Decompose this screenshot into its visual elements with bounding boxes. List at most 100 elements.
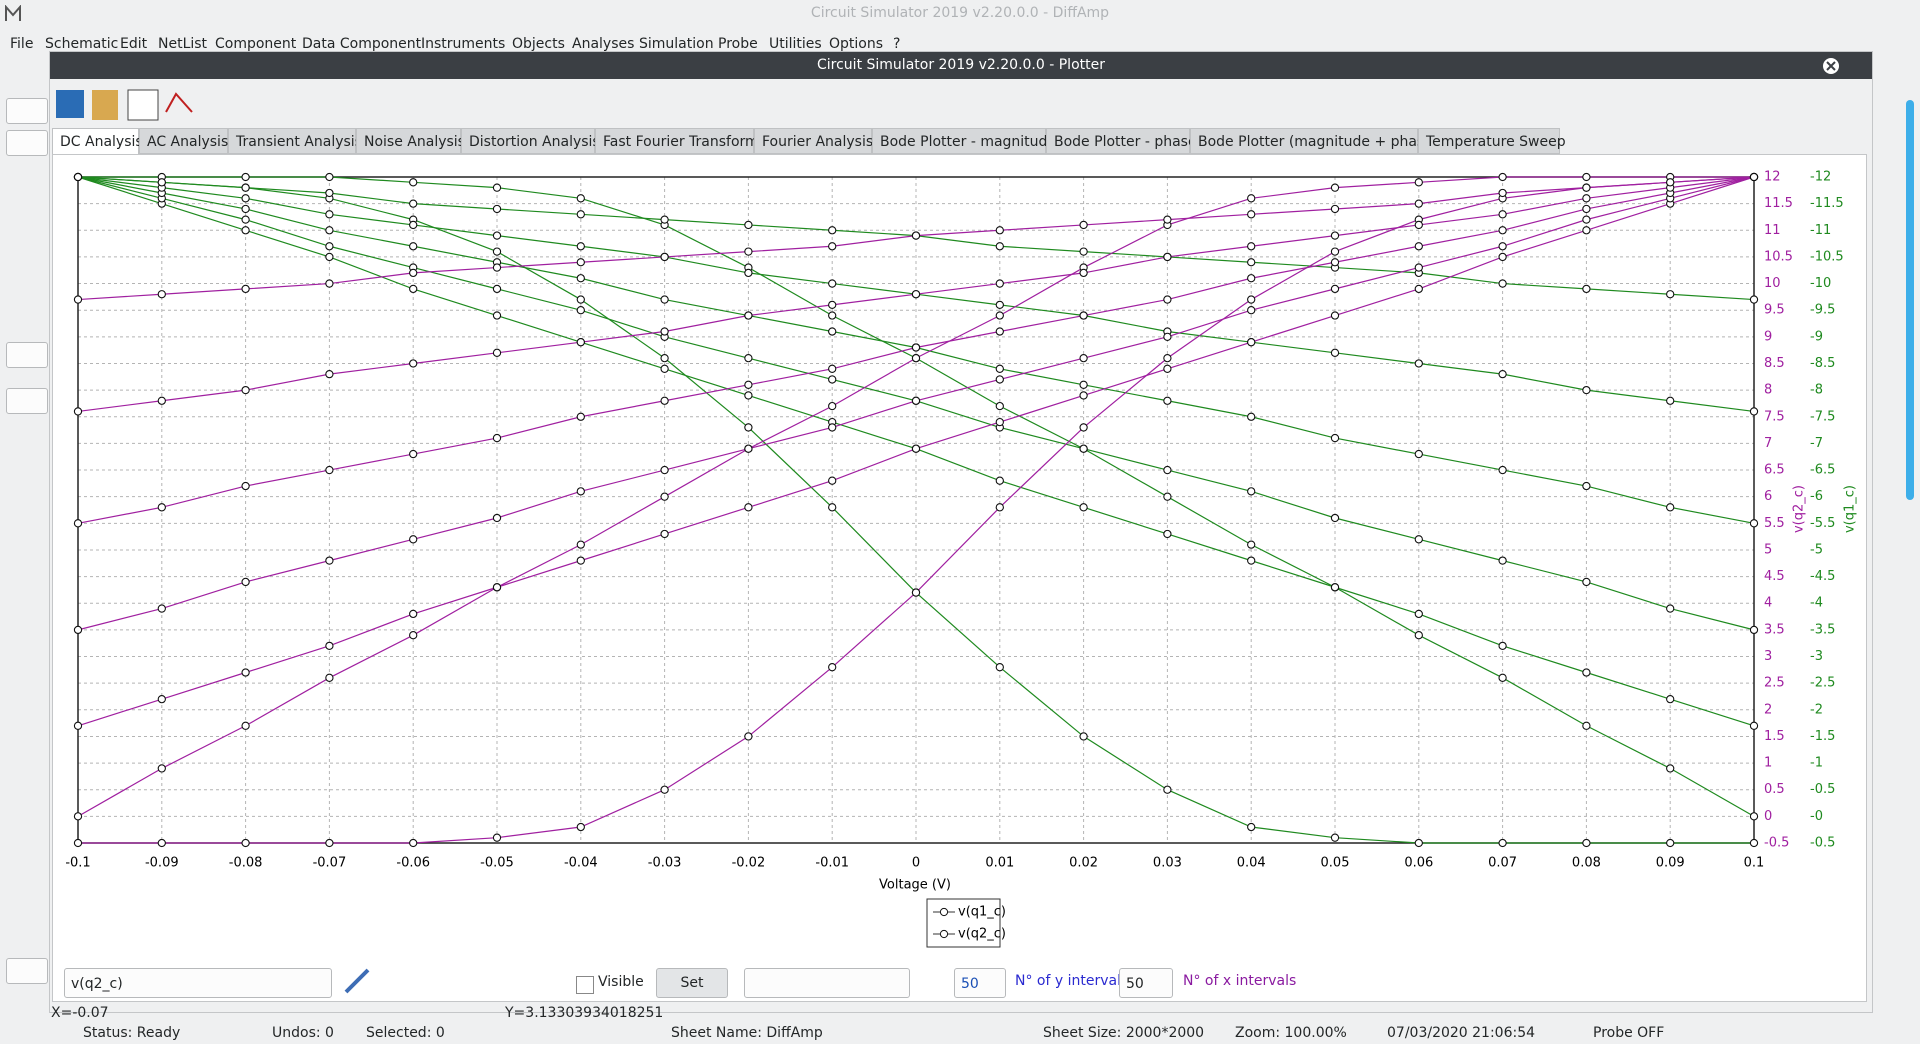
tab[interactable]: Fourier Analysis: [754, 128, 873, 154]
clipboard-icon[interactable]: [92, 90, 118, 120]
y2-tick-label: -2: [1810, 702, 1823, 717]
menu-item[interactable]: Utilities: [769, 36, 822, 52]
x-tick-label: -0.03: [648, 856, 682, 871]
data-point: [241, 183, 250, 192]
data-point: [1163, 529, 1172, 539]
data-point: [1079, 444, 1088, 453]
data-point: [828, 401, 837, 411]
data-point: [1749, 721, 1759, 730]
y2-tick-label: -3.5: [1810, 622, 1835, 637]
data-point: [828, 327, 837, 336]
data-point: [1330, 258, 1340, 267]
data-point: [157, 290, 166, 299]
bode-icon[interactable]: [165, 92, 193, 113]
data-point: [1247, 242, 1256, 251]
data-point: [157, 764, 166, 773]
y2-tick-label: -12: [1810, 170, 1831, 185]
menu-item[interactable]: Probe: [718, 36, 758, 52]
menu-item[interactable]: Options: [829, 36, 884, 52]
menu-item[interactable]: NetList: [158, 36, 208, 52]
data-point: [744, 311, 753, 320]
data-point: [325, 556, 334, 565]
data-point: [576, 556, 585, 565]
y-tick-label: 10.5: [1764, 249, 1793, 264]
trace-select[interactable]: v(q2_c): [64, 968, 332, 998]
data-point: [828, 300, 837, 310]
menu-item[interactable]: Edit: [120, 36, 148, 52]
data-point: [325, 838, 334, 848]
menu-item[interactable]: Objects: [512, 36, 565, 52]
y-intervals-spin[interactable]: 50: [954, 968, 1006, 998]
data-point: [1749, 295, 1759, 304]
side-field: [6, 388, 48, 414]
data-point: [828, 375, 837, 384]
tab[interactable]: DC Analysis: [52, 128, 143, 154]
data-point: [492, 204, 502, 214]
tab[interactable]: AC Analysis: [139, 128, 228, 154]
y-tick-label: 6.5: [1764, 463, 1785, 478]
scrollbar[interactable]: [1906, 100, 1914, 500]
visible-checkbox[interactable]: [576, 976, 594, 994]
menu-item[interactable]: ?: [893, 36, 901, 52]
menu-item[interactable]: Simulation: [639, 36, 714, 52]
data-point: [744, 247, 753, 256]
data-point: [1582, 284, 1591, 294]
data-point: [660, 327, 669, 336]
menu-item[interactable]: Instruments: [421, 36, 506, 52]
x-tick-label: 0.07: [1488, 856, 1517, 871]
tab[interactable]: Transient Analysis: [228, 128, 362, 154]
data-point: [1749, 812, 1759, 821]
data-point: [241, 204, 250, 214]
data-point: [1498, 172, 1507, 182]
save-icon[interactable]: [56, 90, 84, 118]
data-point: [1163, 252, 1172, 262]
data-point: [492, 513, 502, 523]
tab[interactable]: Bode Plotter - magnitude: [872, 128, 1056, 154]
data-point: [828, 242, 837, 251]
data-point: [1582, 577, 1591, 587]
x-tick-label: -0.06: [396, 856, 430, 871]
tab[interactable]: Temperature Sweep: [1418, 128, 1566, 154]
y2-tick-label: -11.5: [1810, 196, 1844, 211]
menu-item[interactable]: Component: [215, 36, 297, 52]
plot-icon[interactable]: [127, 89, 159, 121]
x-tick-label: 0.09: [1656, 856, 1685, 871]
empty-select[interactable]: [744, 968, 910, 998]
y2-tick-label: -8: [1810, 383, 1823, 398]
data-point: [660, 364, 669, 373]
y2-tick-label: -5.5: [1810, 516, 1835, 531]
data-point: [1247, 194, 1256, 203]
tab[interactable]: Noise Analysis: [356, 128, 465, 154]
data-point: [911, 343, 921, 352]
tab[interactable]: Fast Fourier Transform: [595, 128, 759, 154]
tab[interactable]: Distortion Analysis: [461, 128, 600, 154]
data-point: [73, 519, 83, 528]
data-point: [492, 231, 502, 240]
menu-item[interactable]: File: [10, 36, 34, 52]
data-point: [1582, 172, 1591, 182]
menu-item[interactable]: Schematic: [45, 36, 119, 52]
x-tick-label: 0: [912, 856, 920, 871]
tab[interactable]: Bode Plotter (magnitude + phase): [1190, 128, 1438, 154]
data-point: [1582, 204, 1591, 214]
x-intervals-spin[interactable]: 50: [1119, 968, 1173, 998]
data-point: [576, 338, 585, 347]
menu-item[interactable]: Analyses: [572, 36, 635, 52]
data-point: [1163, 295, 1172, 304]
x-tick-label: -0.1: [65, 856, 90, 871]
menu-item[interactable]: Data Component: [302, 36, 422, 52]
x-tick-label: -0.08: [229, 856, 263, 871]
set-button[interactable]: Set: [656, 968, 728, 998]
data-point: [409, 268, 418, 278]
x-tick-label: 0.1: [1744, 856, 1765, 871]
data-point: [1582, 838, 1591, 848]
close-button[interactable]: [1822, 57, 1840, 75]
data-point: [911, 290, 921, 299]
data-point: [1414, 220, 1423, 230]
color-brush[interactable]: [342, 966, 372, 996]
data-point: [492, 284, 502, 294]
tab[interactable]: Bode Plotter - phase: [1046, 128, 1197, 154]
plotter-window: Circuit Simulator 2019 v2.20.0.0 - Plott…: [49, 51, 1873, 1021]
